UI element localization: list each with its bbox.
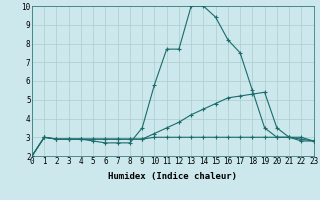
X-axis label: Humidex (Indice chaleur): Humidex (Indice chaleur) xyxy=(108,172,237,181)
